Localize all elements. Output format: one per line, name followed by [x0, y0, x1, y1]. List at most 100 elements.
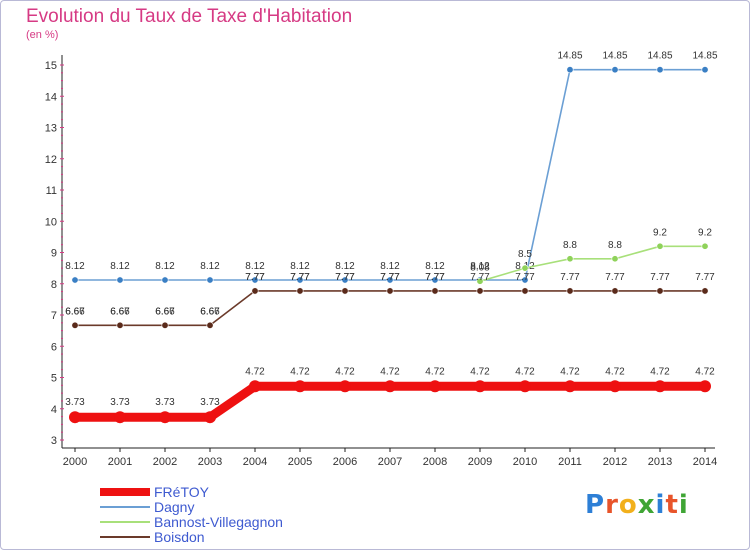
legend-item: Boisdon	[100, 529, 360, 545]
chart-title: Evolution du Taux de Taxe d'Habitation	[26, 6, 353, 27]
data-label: 7.77	[650, 272, 670, 283]
legend-swatch	[100, 521, 150, 523]
legend-label: Bannost-Villegagnon	[154, 514, 283, 530]
x-tick-label: 2013	[648, 456, 672, 468]
x-tick-label: 2012	[603, 456, 627, 468]
logo-letter: i	[655, 490, 666, 520]
data-label: 7.77	[425, 272, 445, 283]
x-tick-label: 2003	[198, 456, 222, 468]
data-label: 7.77	[515, 272, 535, 283]
data-label: 3.73	[200, 397, 220, 408]
data-point-1	[656, 66, 664, 74]
data-point-fretoy	[474, 380, 486, 393]
data-point-fretoy	[294, 380, 306, 393]
x-tick-label: 2002	[153, 456, 177, 468]
data-label: 8.8	[608, 240, 622, 251]
y-tick-label: 5	[51, 373, 57, 385]
y-tick-label: 3	[51, 435, 57, 447]
legend-item: Dagny	[100, 499, 360, 515]
data-label: 4.72	[470, 366, 490, 377]
y-tick-label: 13	[45, 123, 57, 135]
y-tick-label: 11	[46, 185, 57, 197]
data-label: 4.72	[560, 366, 580, 377]
data-label: 8.8	[563, 240, 577, 251]
data-point-3	[566, 287, 574, 295]
data-point-3	[251, 287, 259, 295]
series-line-2	[479, 245, 706, 283]
data-point-3	[431, 287, 439, 295]
data-point-fretoy	[384, 380, 396, 393]
data-label: 4.72	[605, 366, 625, 377]
legend-swatch	[100, 506, 150, 508]
data-label: 6.66	[200, 307, 220, 318]
data-label: 7.77	[695, 272, 715, 283]
x-tick-label: 2009	[468, 456, 492, 468]
data-point-1	[386, 276, 394, 284]
data-label: 4.72	[650, 366, 670, 377]
x-tick-label: 2006	[333, 456, 357, 468]
data-point-fretoy	[699, 380, 711, 393]
x-tick-label: 2004	[243, 456, 267, 468]
data-point-3	[476, 287, 484, 295]
data-point-2	[521, 264, 529, 272]
logo-letter: x	[637, 490, 656, 520]
y-tick-label: 4	[51, 404, 57, 416]
data-point-fretoy	[204, 411, 216, 424]
unit-label: (en %)	[26, 29, 59, 41]
data-point-fretoy	[249, 380, 261, 393]
legend-swatch	[100, 536, 150, 538]
data-point-3	[116, 321, 124, 329]
data-label: 8.12	[290, 261, 310, 272]
x-tick-label: 2007	[378, 456, 402, 468]
data-point-1	[116, 276, 124, 284]
data-point-fretoy	[114, 411, 126, 424]
data-label: 8.12	[425, 261, 445, 272]
data-point-fretoy	[429, 380, 441, 393]
x-tick-label: 2014	[693, 456, 717, 468]
logo-letter: i	[678, 490, 689, 520]
data-point-1	[566, 66, 574, 74]
data-point-fretoy	[69, 411, 81, 424]
data-label: 8.12	[110, 261, 130, 272]
data-point-fretoy	[609, 380, 621, 393]
data-label: 6.66	[155, 307, 175, 318]
data-label: 14.85	[647, 51, 672, 62]
data-point-fretoy	[519, 380, 531, 393]
data-label: 7.77	[605, 272, 625, 283]
data-label: 7.77	[425, 272, 445, 283]
x-tick-label: 2005	[288, 456, 312, 468]
y-tick-label: 7	[51, 310, 57, 322]
data-label: 8.12	[335, 261, 355, 272]
data-label: 7.77	[290, 272, 310, 283]
data-label: 9.2	[653, 227, 667, 238]
data-label: 3.73	[110, 397, 130, 408]
data-label: 14.85	[692, 51, 717, 62]
data-label: 7.77	[290, 272, 310, 283]
data-point-1	[251, 276, 259, 284]
data-point-2	[611, 255, 619, 263]
data-point-1	[701, 66, 709, 74]
legend-label: Dagny	[154, 499, 195, 515]
data-label: 7.77	[380, 272, 400, 283]
x-tick-label: 2011	[558, 456, 582, 468]
data-point-fretoy	[564, 380, 576, 393]
data-label: 8.08	[470, 262, 490, 273]
data-point-1	[611, 66, 619, 74]
data-point-1	[296, 276, 304, 284]
data-point-3	[521, 287, 529, 295]
data-label: 8.12	[65, 261, 85, 272]
y-tick-label: 14	[45, 91, 57, 103]
y-tick-label: 15	[45, 60, 57, 72]
data-label: 3.73	[65, 397, 85, 408]
y-tick-label: 12	[45, 154, 57, 166]
legend-item: Bannost-Villegagnon	[100, 514, 360, 530]
data-label: 7.77	[335, 272, 355, 283]
y-tick-label: 8	[51, 279, 57, 291]
data-label: 4.72	[425, 366, 445, 377]
x-tick-label: 2000	[63, 456, 87, 468]
data-label: 9.2	[698, 227, 712, 238]
data-point-3	[386, 287, 394, 295]
data-label: 4.72	[515, 366, 535, 377]
data-point-fretoy	[654, 380, 666, 393]
data-point-fretoy	[339, 380, 351, 393]
